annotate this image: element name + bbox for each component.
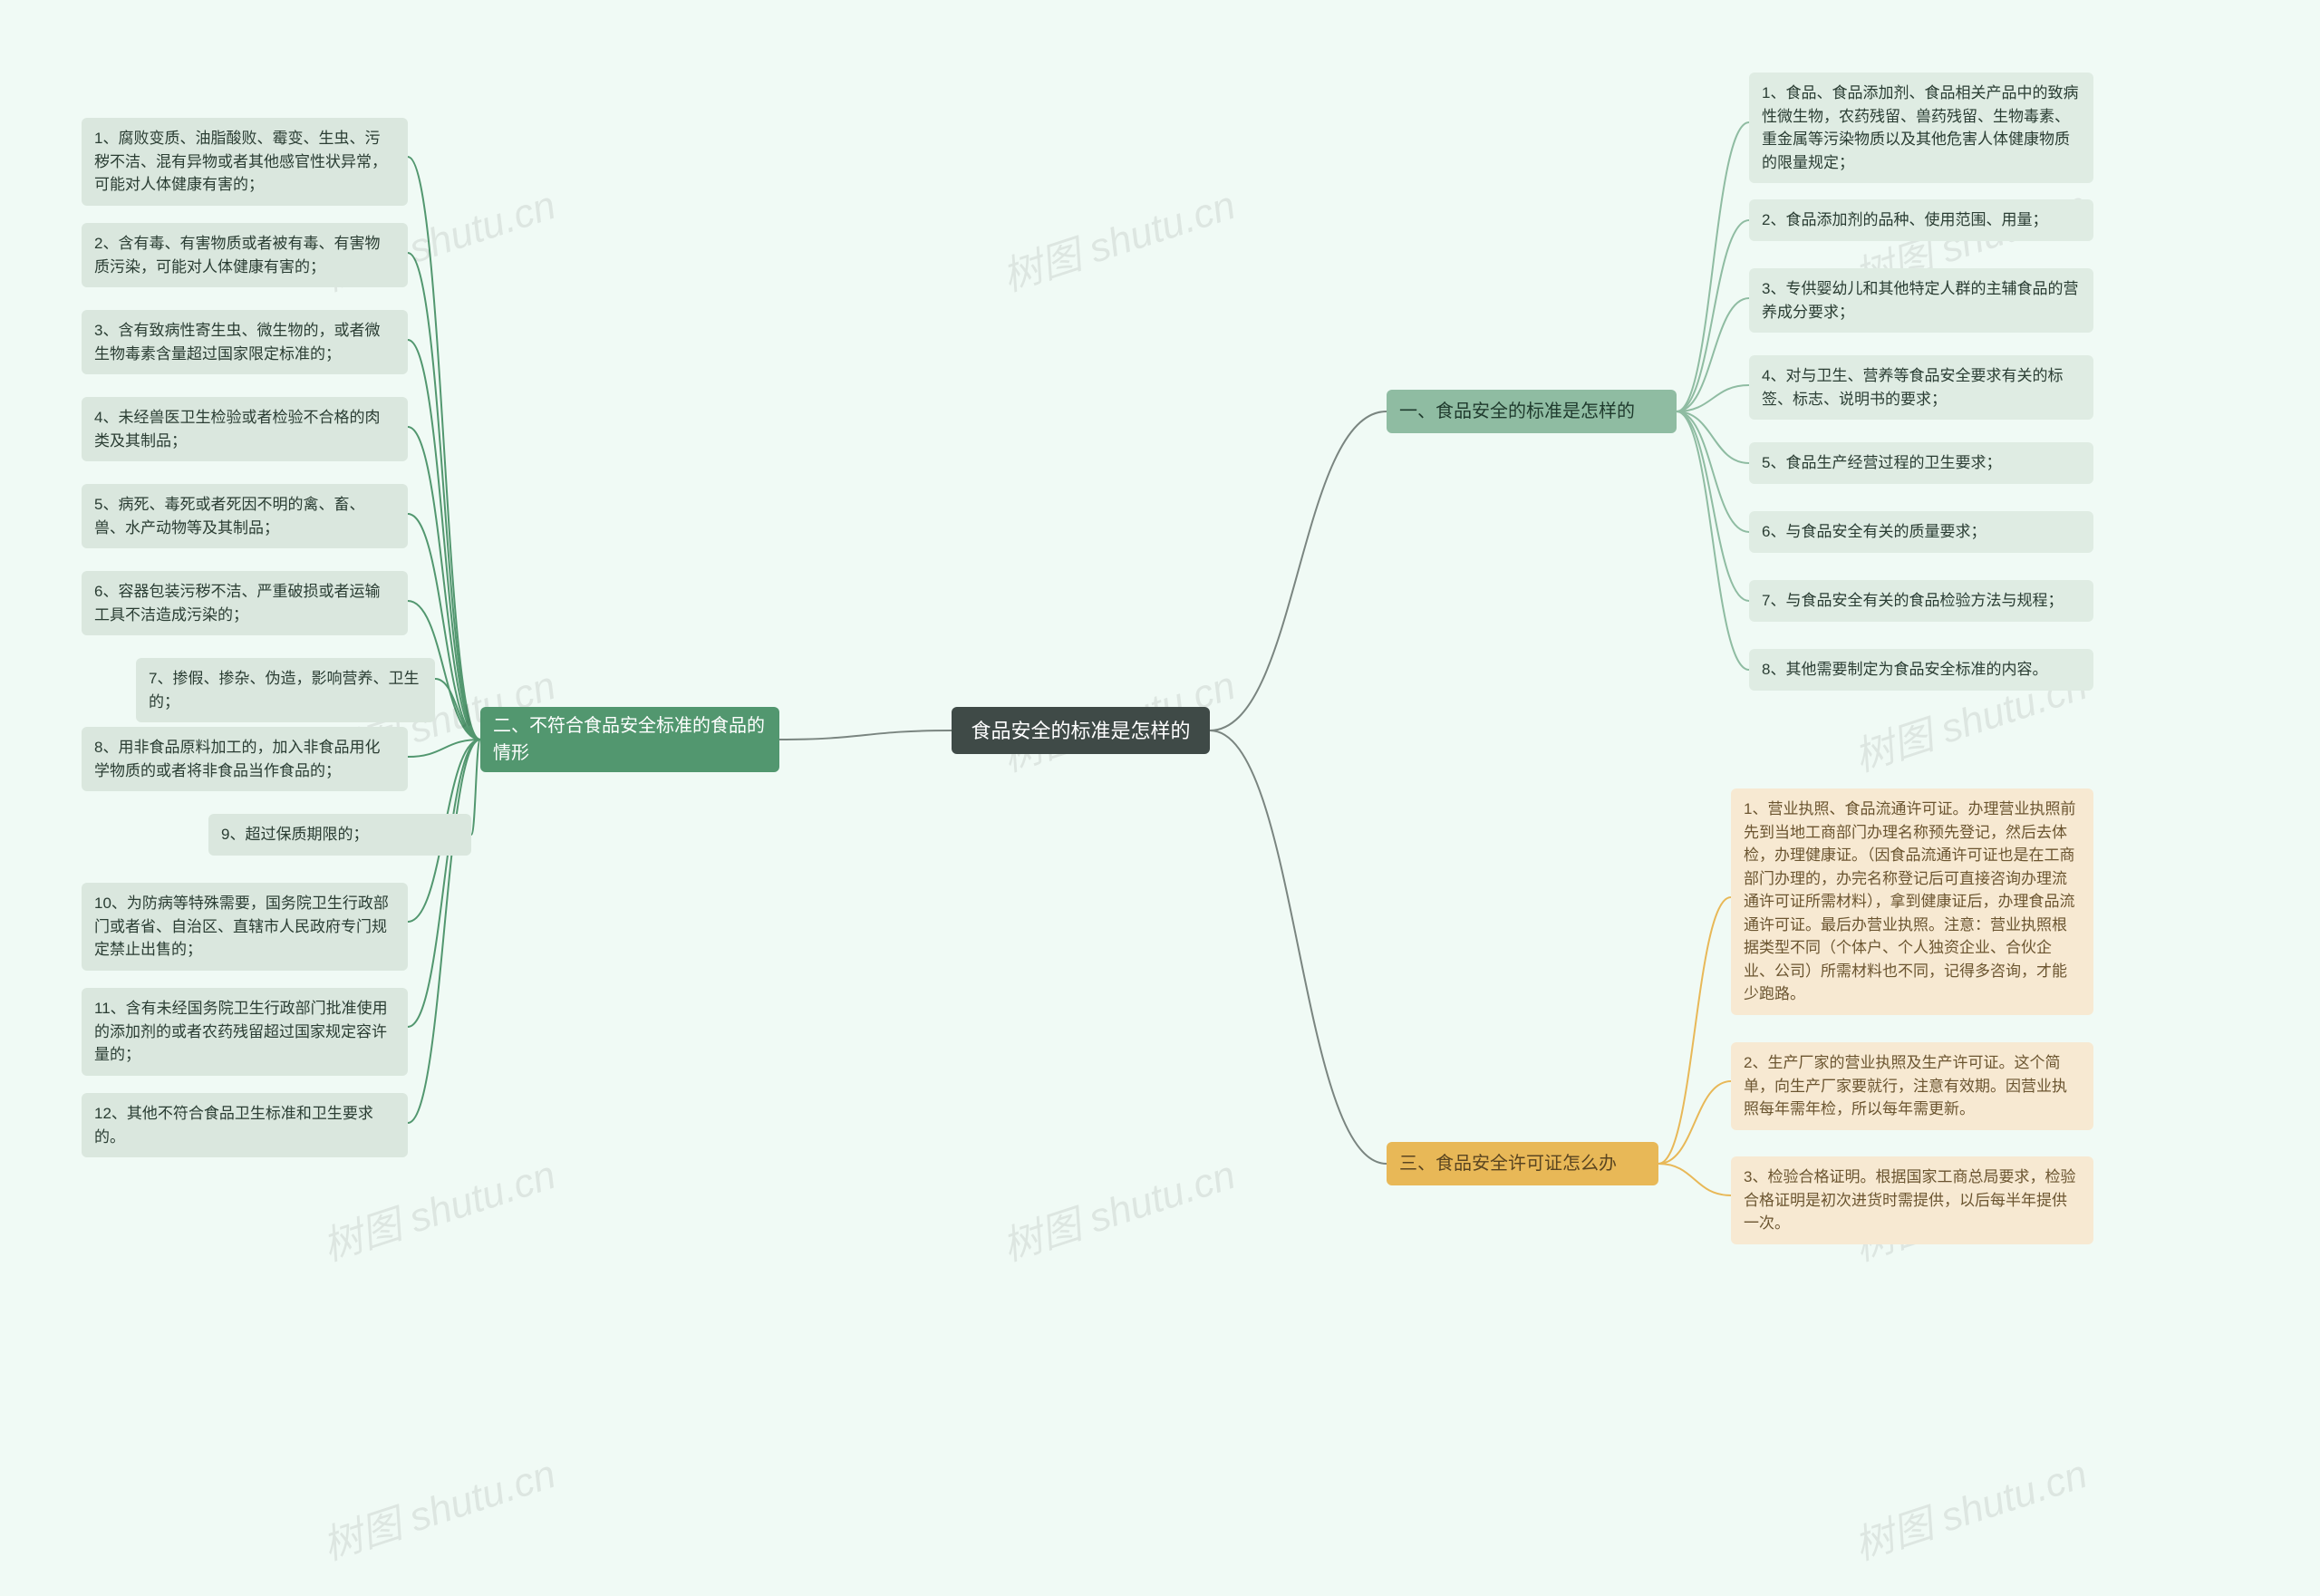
branch-1-leaf[interactable]: 8、其他需要制定为食品安全标准的内容。 [1749,649,2093,691]
branch-2-leaf[interactable]: 12、其他不符合食品卫生标准和卫生要求的。 [82,1093,408,1157]
center-node[interactable]: 食品安全的标准是怎样的 [952,707,1210,754]
watermark: 树图 shutu.cn [1846,1441,2093,1571]
mindmap-canvas: 树图 shutu.cn 树图 shutu.cn 树图 shutu.cn 树图 shut… [0,0,2320,1596]
branch-3-leaf[interactable]: 3、检验合格证明。根据国家工商总局要求，检验合格证明是初次进货时需提供，以后每半… [1731,1156,2093,1244]
branch-2-leaf[interactable]: 9、超过保质期限的； [208,814,471,856]
branch-2-leaf[interactable]: 5、病死、毒死或者死因不明的禽、畜、兽、水产动物等及其制品； [82,484,408,548]
branch-2-leaf[interactable]: 4、未经兽医卫生检验或者检验不合格的肉类及其制品； [82,397,408,461]
branch-1-leaf[interactable]: 2、食品添加剂的品种、使用范围、用量； [1749,199,2093,241]
branch-1[interactable]: 一、食品安全的标准是怎样的 [1387,390,1677,433]
watermark: 树图 shutu.cn [314,1441,562,1571]
branch-2-leaf[interactable]: 11、含有未经国务院卫生行政部门批准使用的添加剂的或者农药残留超过国家规定容许量… [82,988,408,1076]
branch-2-leaf[interactable]: 3、含有致病性寄生虫、微生物的，或者微生物毒素含量超过国家限定标准的； [82,310,408,374]
watermark: 树图 shutu.cn [994,172,1242,302]
branch-1-leaf[interactable]: 5、食品生产经营过程的卫生要求； [1749,442,2093,484]
watermark: 树图 shutu.cn [994,1142,1242,1272]
branch-3[interactable]: 三、食品安全许可证怎么办 [1387,1142,1658,1185]
branch-2-leaf[interactable]: 8、用非食品原料加工的，加入非食品用化学物质的或者将非食品当作食品的； [82,727,408,791]
branch-2-leaf[interactable]: 6、容器包装污秽不洁、严重破损或者运输工具不洁造成污染的； [82,571,408,635]
branch-3-leaf[interactable]: 1、营业执照、食品流通许可证。办理营业执照前先到当地工商部门办理名称预先登记，然… [1731,788,2093,1015]
branch-2-leaf[interactable]: 10、为防病等特殊需要，国务院卫生行政部门或者省、自治区、直辖市人民政府专门规定… [82,883,408,971]
branch-2[interactable]: 二、不符合食品安全标准的食品的情形 [480,707,779,772]
branch-1-leaf[interactable]: 6、与食品安全有关的质量要求； [1749,511,2093,553]
branch-3-leaf[interactable]: 2、生产厂家的营业执照及生产许可证。这个简单，向生产厂家要就行，注意有效期。因营… [1731,1042,2093,1130]
branch-2-leaf[interactable]: 1、腐败变质、油脂酸败、霉变、生虫、污秽不洁、混有异物或者其他感官性状异常，可能… [82,118,408,206]
watermark: 树图 shutu.cn [314,1142,562,1272]
branch-2-leaf[interactable]: 7、掺假、掺杂、伪造，影响营养、卫生的； [136,658,435,722]
branch-1-leaf[interactable]: 4、对与卫生、营养等食品安全要求有关的标签、标志、说明书的要求； [1749,355,2093,420]
branch-2-leaf[interactable]: 2、含有毒、有害物质或者被有毒、有害物质污染，可能对人体健康有害的； [82,223,408,287]
branch-1-leaf[interactable]: 7、与食品安全有关的食品检验方法与规程； [1749,580,2093,622]
branch-1-leaf[interactable]: 1、食品、食品添加剂、食品相关产品中的致病性微生物，农药残留、兽药残留、生物毒素… [1749,73,2093,183]
branch-1-leaf[interactable]: 3、专供婴幼儿和其他特定人群的主辅食品的营养成分要求； [1749,268,2093,333]
